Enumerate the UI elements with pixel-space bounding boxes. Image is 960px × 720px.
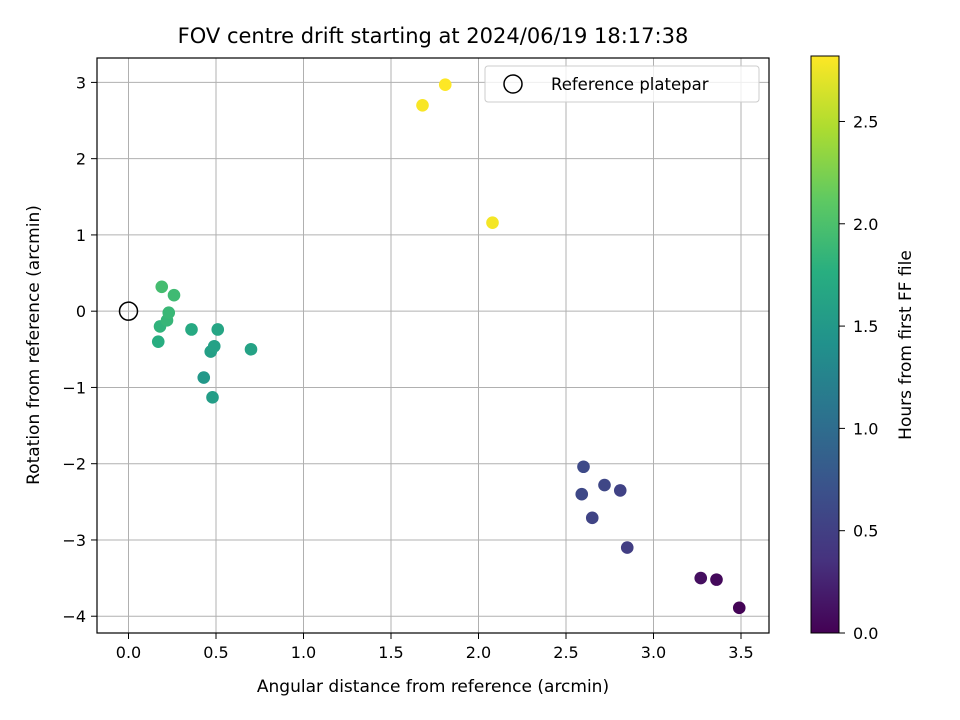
colorbar-tick-label: 0.0 [853, 624, 878, 643]
data-point [620, 541, 634, 554]
data-point [732, 601, 746, 615]
legend-reference-marker [503, 74, 523, 94]
data-point [575, 487, 589, 501]
reference-platepar-marker [118, 301, 139, 321]
data-point [585, 511, 599, 525]
colorbar-tick-label: 2.5 [853, 112, 878, 131]
data-point [577, 460, 590, 474]
data-point [598, 478, 611, 492]
y-tick-label: 0 [76, 302, 86, 321]
x-tick-label: 2.0 [466, 643, 491, 662]
data-point [167, 288, 181, 302]
colorbar-tick-label: 1.0 [853, 419, 878, 438]
legend: Reference platepar [484, 65, 760, 103]
data-point [197, 371, 211, 384]
data-point [416, 98, 429, 112]
legend-box [484, 65, 760, 103]
data-point [438, 78, 452, 91]
data-point [162, 306, 176, 320]
plot-frame [96, 57, 770, 634]
data-point [155, 280, 169, 294]
x-tick-label: 0.0 [116, 643, 141, 662]
y-axis-label: Rotation from reference (arcmin) [24, 205, 44, 485]
y-axis-ticks: −4 −3 −2 −1 0 1 2 3 [62, 73, 97, 626]
data-point [694, 571, 708, 585]
x-tick-label: 2.5 [553, 643, 578, 662]
legend-entry-reference-platepar: Reference platepar [551, 75, 709, 94]
y-tick-label: −3 [62, 531, 86, 550]
data-point [486, 216, 499, 230]
y-tick-label: 2 [76, 150, 86, 169]
x-tick-label: 1.5 [378, 643, 403, 662]
colorbar-label: Hours from first FF file [896, 250, 916, 440]
data-point [613, 484, 627, 497]
colorbar-tick-label: 2.0 [853, 215, 878, 234]
y-tick-label: 3 [76, 73, 86, 92]
x-axis-label: Angular distance from reference (arcmin) [257, 677, 609, 697]
data-point [211, 323, 225, 336]
y-tick-label: −2 [62, 455, 86, 474]
x-tick-label: 0.5 [203, 643, 228, 662]
data-point [710, 573, 723, 586]
colorbar-tick-label: 1.5 [853, 317, 878, 336]
y-tick-label: 1 [76, 226, 86, 245]
colorbar-ticks: 0.0 0.5 1.0 1.5 2.0 2.5 [839, 112, 878, 643]
data-point [244, 343, 258, 356]
data-point [206, 391, 219, 404]
colorbar-tick-label: 0.5 [853, 522, 878, 541]
data-point [151, 335, 165, 348]
x-axis-ticks: 0.0 0.5 1.0 1.5 2.0 2.5 3.0 3.5 [116, 633, 754, 662]
x-tick-label: 1.0 [291, 643, 316, 662]
y-tick-label: −1 [62, 378, 86, 397]
data-point [185, 323, 198, 336]
chart-title: FOV centre drift starting at 2024/06/19 … [178, 24, 689, 48]
x-tick-label: 3.0 [641, 643, 666, 662]
colorbar-gradient [810, 55, 840, 634]
data-point [207, 339, 221, 353]
x-tick-label: 3.5 [728, 643, 753, 662]
colorbar: 0.0 0.5 1.0 1.5 2.0 2.5 Hours from first FF f… [810, 55, 916, 643]
grid-lines [97, 58, 769, 633]
data-points [151, 78, 746, 615]
y-tick-label: −4 [62, 607, 86, 626]
